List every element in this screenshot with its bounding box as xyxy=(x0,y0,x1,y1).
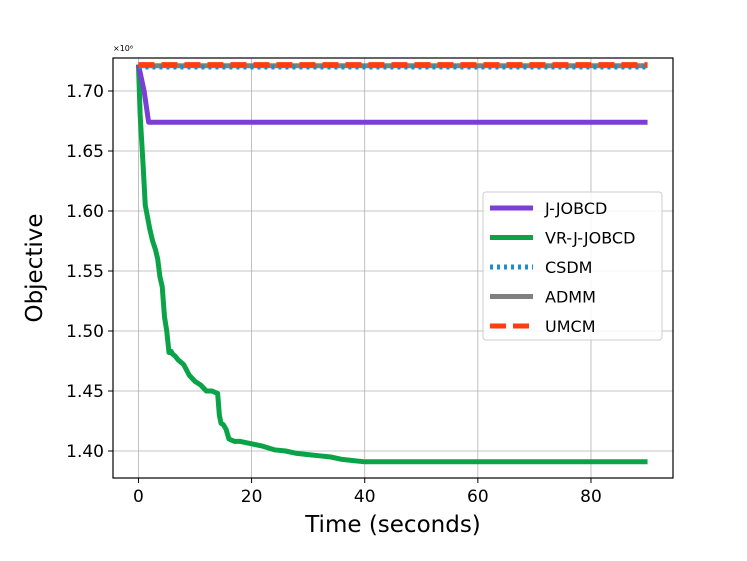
y-tick-label: 1.60 xyxy=(66,202,104,222)
x-tick-label: 20 xyxy=(241,487,263,507)
y-tick-label: 1.55 xyxy=(66,262,104,282)
x-axis-ticks: 0 20 40 60 80 xyxy=(133,478,602,507)
legend-label: J-JOBCD xyxy=(544,199,607,218)
legend-label: UMCM xyxy=(545,317,596,336)
x-tick-label: 40 xyxy=(354,487,376,507)
y-tick-label: 1.70 xyxy=(66,82,104,102)
x-tick-label: 80 xyxy=(580,487,602,507)
y-axis-title: Objective xyxy=(22,213,48,322)
y-tick-label: 1.50 xyxy=(66,322,104,342)
series-line-vr-j-jobcd xyxy=(135,64,648,465)
y-tick-label: 1.40 xyxy=(66,442,104,462)
legend-label: VR-J-JOBCD xyxy=(545,229,635,248)
series-line-j-jobcd xyxy=(136,64,648,125)
x-tick-label: 0 xyxy=(133,487,144,507)
series-lines xyxy=(135,62,648,465)
y-tick-label: 1.65 xyxy=(66,142,104,162)
y-multiplier-label: ×10⁶ xyxy=(113,44,133,53)
y-axis-ticks: 1.40 1.45 1.50 1.55 1.60 1.65 1.70 xyxy=(66,82,113,462)
legend-label: ADMM xyxy=(545,288,596,307)
legend-label: CSDM xyxy=(545,258,592,277)
legend: J-JOBCD VR-J-JOBCD CSDM ADMM UMCM xyxy=(482,191,663,341)
legend-box xyxy=(482,191,663,341)
y-tick-label: 1.45 xyxy=(66,382,104,402)
plot-frame xyxy=(112,57,674,479)
x-tick-label: 60 xyxy=(467,487,489,507)
x-axis-title: Time (seconds) xyxy=(304,512,481,538)
